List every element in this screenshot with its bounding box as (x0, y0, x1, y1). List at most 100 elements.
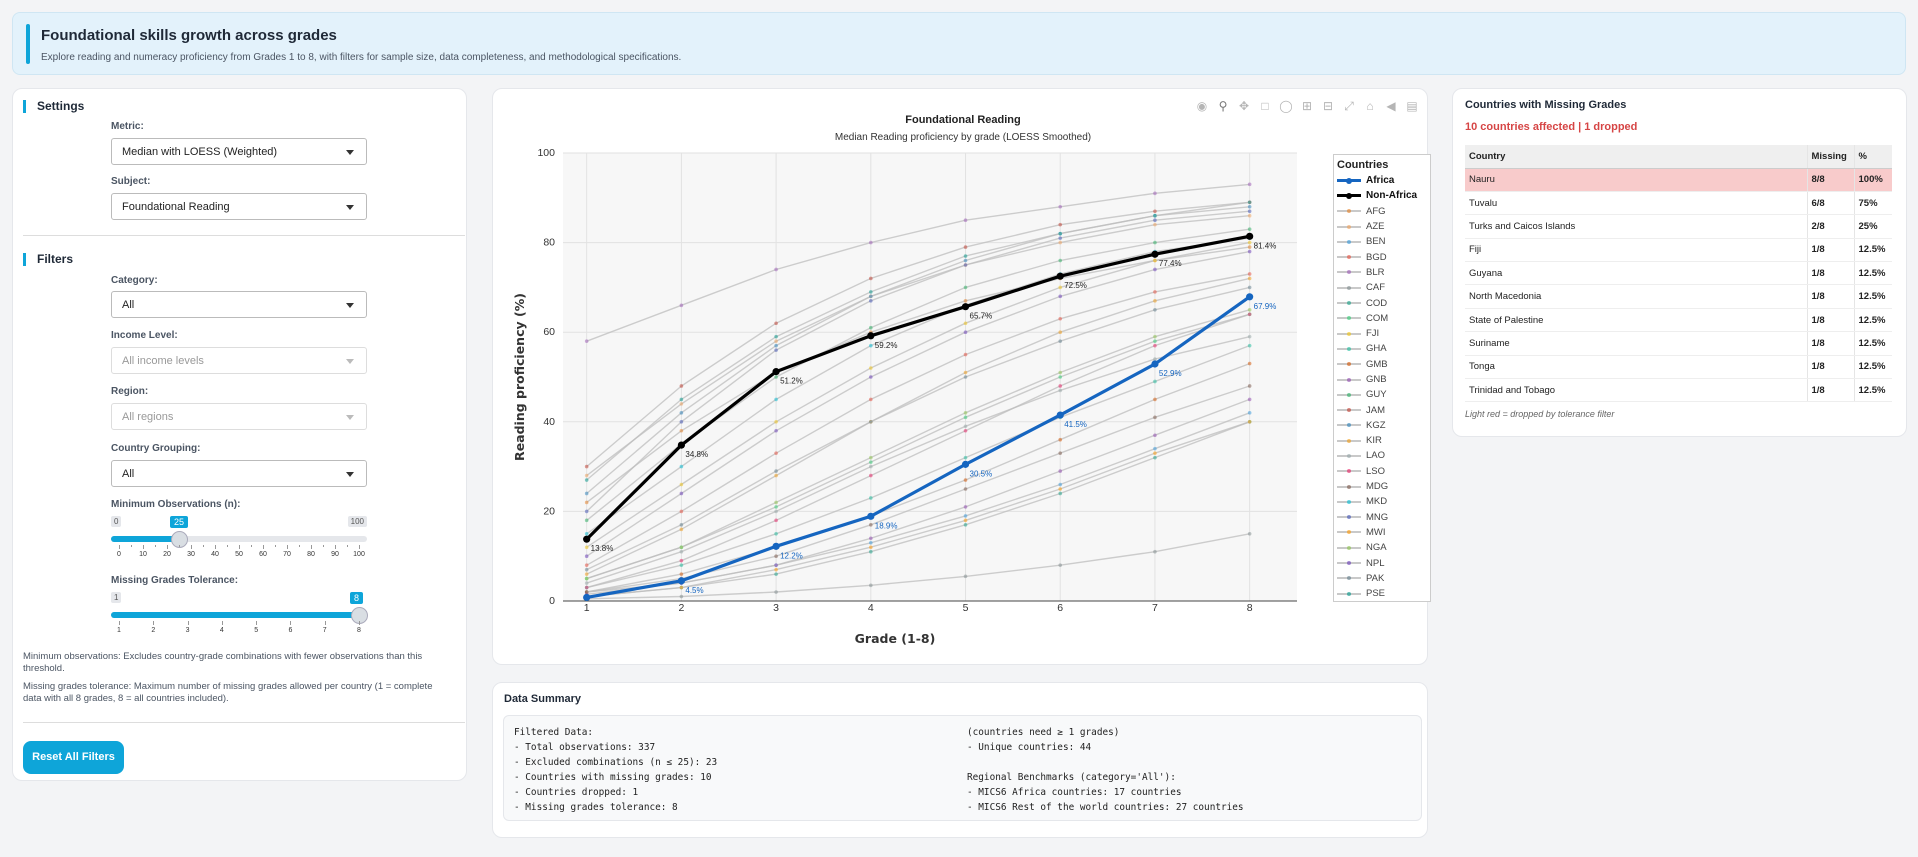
country-data-point (1058, 491, 1063, 496)
slider-tick (119, 621, 120, 625)
legend-item[interactable]: GUY (1337, 387, 1430, 402)
region-select[interactable]: All regions (111, 403, 367, 430)
country-data-point (679, 384, 684, 388)
pan-icon[interactable]: ✥ (1238, 99, 1250, 113)
legend-item[interactable]: COD (1337, 295, 1430, 310)
legend-item[interactable]: MNG (1337, 510, 1430, 525)
country-data-point (963, 455, 968, 460)
country-data-point (1247, 200, 1252, 205)
cell-country: State of Palestine (1465, 308, 1807, 333)
legend-item[interactable]: GMB (1337, 357, 1430, 372)
legend-item[interactable]: CAF (1337, 280, 1430, 295)
slider-handle[interactable] (171, 531, 188, 548)
zoom-icon[interactable]: ⚲ (1218, 99, 1228, 113)
country-data-point (869, 523, 873, 527)
box-select-icon[interactable]: □ (1261, 99, 1269, 113)
legend-item[interactable]: MWI (1337, 525, 1430, 540)
table-row[interactable]: Suriname 1/8 12.5% (1465, 331, 1892, 356)
slider-tick-label: 8 (357, 627, 361, 634)
zoom-in-icon[interactable]: ⊞ (1301, 99, 1313, 113)
legend-item[interactable]: KIR (1337, 433, 1430, 448)
spike-lines-icon[interactable]: ◀ (1386, 99, 1396, 113)
summary-line: - Unique countries: 44 (967, 742, 1092, 753)
country-series-line (586, 336, 1250, 584)
chevron-down-icon (346, 415, 354, 420)
legend-item[interactable]: JAM (1337, 402, 1430, 417)
min-observations-slider[interactable]: 0 100 25 0 10 20 30 40 50 60 70 80 90 100 (111, 516, 367, 576)
chart-plot[interactable]: 0 20 40 60 80 100 1 2 3 4 5 6 7 8 Grade (1-8) Reading p… (493, 89, 1333, 666)
slider-tick (287, 545, 288, 549)
camera-icon[interactable]: ◉ (1196, 99, 1208, 113)
legend-swatch (1337, 344, 1361, 354)
legend-item[interactable]: KGZ (1337, 418, 1430, 433)
data-label: 81.4% (1254, 241, 1277, 250)
summary-line: - MICS6 Africa countries: 17 countries (967, 787, 1182, 798)
legend-item[interactable]: MKD (1337, 494, 1430, 509)
legend-item[interactable]: BGD (1337, 249, 1430, 264)
chart-legend[interactable]: Countries Africa Non-Africa AFG AZE BEN BGD BL… (1333, 154, 1431, 602)
table-row[interactable]: Tonga 1/8 12.5% (1465, 355, 1892, 380)
table-row[interactable]: North Macedonia 1/8 12.5% (1465, 284, 1892, 309)
legend-item[interactable]: COM (1337, 311, 1430, 326)
legend-item[interactable]: NPL (1337, 555, 1430, 570)
zoom-out-icon[interactable]: ⊟ (1322, 99, 1334, 113)
table-row[interactable]: Nauru 8/8 100% (1465, 168, 1892, 192)
country-data-point (869, 496, 873, 500)
series-point-non-africa (583, 535, 591, 543)
legend-item[interactable]: AFG (1337, 204, 1430, 219)
x-tick-label: 3 (773, 602, 779, 614)
table-row[interactable]: Turks and Caicos Islands 2/8 25% (1465, 214, 1892, 239)
missing-tolerance-slider[interactable]: 1 8 1 2 3 4 5 6 7 8 (111, 592, 368, 652)
slider-tick (263, 545, 264, 549)
country-grouping-select[interactable]: All (111, 460, 367, 487)
reset-axes-icon[interactable]: ⌂ (1366, 99, 1374, 113)
legend-item[interactable]: Africa (1337, 173, 1430, 188)
reset-all-filters-button[interactable]: Reset All Filters (23, 741, 124, 774)
header-accent-bar (26, 24, 30, 64)
slider-tick (324, 621, 326, 625)
legend-label: GUY (1366, 389, 1387, 401)
summary-line: - Missing grades tolerance: 8 (514, 802, 678, 813)
legend-item[interactable]: BLR (1337, 265, 1430, 280)
table-row[interactable]: Guyana 1/8 12.5% (1465, 261, 1892, 286)
slider-ticks: 0 10 20 30 40 50 60 70 80 90 100 (111, 545, 367, 565)
legend-item[interactable]: NGA (1337, 540, 1430, 555)
column-header-country[interactable]: Country (1465, 145, 1807, 169)
country-data-point (584, 509, 589, 514)
compare-hover-icon[interactable]: ▤ (1406, 99, 1418, 113)
legend-item[interactable]: LAO (1337, 448, 1430, 463)
column-header-missing[interactable]: Missing (1806, 145, 1854, 169)
series-point-africa (583, 593, 591, 602)
legend-item[interactable]: AZE (1337, 219, 1430, 234)
series-point-africa (961, 460, 970, 468)
metric-select[interactable]: Median with LOESS (Weighted) (111, 138, 367, 165)
column-header-percent[interactable]: % (1853, 145, 1892, 169)
legend-item[interactable]: PSE (1337, 586, 1430, 601)
cell-missing: 1/8 (1806, 238, 1854, 263)
legend-label: MWI (1366, 526, 1386, 538)
series-point-africa (772, 542, 780, 550)
legend-item[interactable]: GNB (1337, 372, 1430, 387)
table-row[interactable]: Fiji 1/8 12.5% (1465, 238, 1892, 263)
country-data-point (679, 545, 684, 550)
legend-item[interactable]: Non-Africa (1337, 188, 1430, 203)
lasso-icon[interactable]: ◯ (1279, 99, 1293, 113)
autoscale-icon[interactable]: ⤢ (1344, 99, 1354, 113)
slider-track[interactable] (111, 536, 367, 542)
legend-item[interactable]: LSO (1337, 464, 1430, 479)
category-select[interactable]: All (111, 291, 367, 318)
slider-minor-tick (251, 545, 252, 547)
country-data-point (679, 549, 684, 554)
legend-item[interactable]: GHA (1337, 341, 1430, 356)
table-row[interactable]: Tuvalu 6/8 75% (1465, 191, 1892, 216)
table-row[interactable]: Trinidad and Tobago 1/8 12.5% (1465, 378, 1892, 403)
country-data-point (1247, 272, 1252, 276)
table-row[interactable]: State of Palestine 1/8 12.5% (1465, 308, 1892, 333)
legend-item[interactable]: MDG (1337, 479, 1430, 494)
income-level-select[interactable]: All income levels (111, 347, 367, 374)
income-level-label: Income Level: (111, 330, 178, 341)
legend-item[interactable]: PAK (1337, 571, 1430, 586)
legend-item[interactable]: BEN (1337, 234, 1430, 249)
legend-item[interactable]: FJI (1337, 326, 1430, 341)
subject-select[interactable]: Foundational Reading (111, 193, 367, 220)
